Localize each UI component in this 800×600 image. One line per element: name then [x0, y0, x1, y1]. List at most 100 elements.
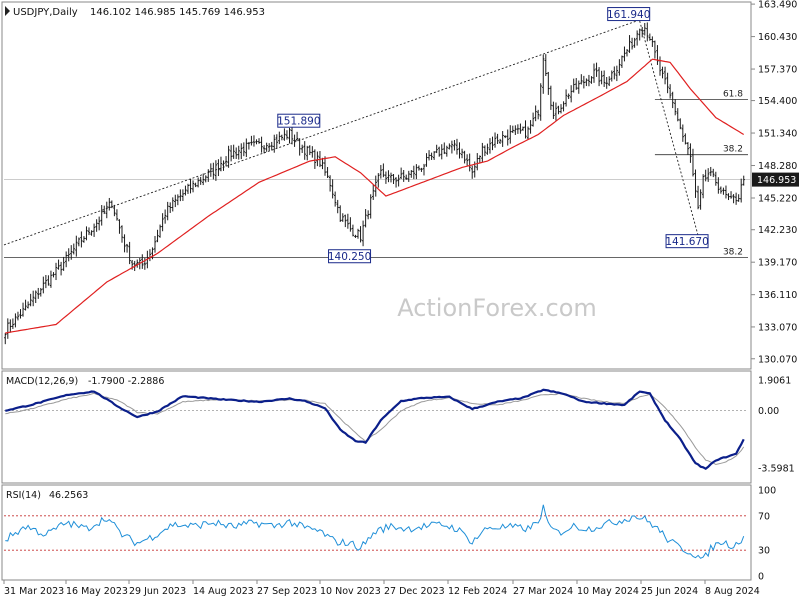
price-candle: [605, 77, 608, 89]
price-candle: [580, 74, 583, 85]
price-candle: [681, 124, 685, 142]
price-candle: [559, 104, 563, 114]
price-candle: [668, 84, 672, 99]
price-candle: [227, 145, 230, 168]
price-candle: [303, 141, 306, 160]
price-candle: [29, 293, 32, 307]
price-candle: [544, 54, 547, 77]
price-candle: [290, 125, 294, 145]
price-candle: [202, 173, 205, 186]
price-annotation: 140.250: [328, 249, 371, 264]
price-tick-label: 154.400: [758, 96, 797, 107]
price-candle: [323, 156, 327, 176]
price-candle: [694, 169, 697, 198]
price-candle: [389, 172, 393, 183]
price-candle: [186, 183, 190, 194]
price-candle: [536, 109, 540, 120]
price-candle: [189, 178, 192, 194]
macd-tick-label: 1.9061: [758, 376, 791, 387]
price-candle: [105, 201, 108, 219]
price-candle: [257, 138, 261, 144]
price-candle: [478, 155, 482, 163]
price-candle: [295, 131, 299, 142]
date-tick-label: 31 Mar 2023: [4, 586, 64, 597]
price-tick-label: 139.170: [758, 258, 797, 269]
price-candle: [103, 205, 106, 215]
price-candle: [539, 83, 542, 121]
price-candle: [597, 67, 601, 87]
price-candle: [557, 105, 560, 115]
price-candle: [714, 171, 718, 186]
trend-lines: [3, 19, 699, 246]
price-candle: [70, 245, 73, 260]
price-candle: [666, 72, 669, 94]
price-tick-label: 157.370: [758, 65, 797, 76]
price-candle: [115, 209, 119, 221]
price-candle: [265, 142, 268, 152]
price-candle: [158, 224, 162, 238]
price-candle: [64, 251, 68, 268]
price-candle: [623, 46, 626, 62]
price-candle: [387, 170, 390, 183]
price-candle: [351, 224, 355, 237]
price-candle: [420, 167, 423, 172]
price-candle: [255, 139, 258, 145]
dotted-swing-line: [639, 20, 699, 236]
price-candle: [339, 205, 342, 222]
price-candle: [120, 225, 124, 243]
price-candle: [313, 149, 317, 169]
price-candle: [547, 71, 550, 95]
price-candle: [481, 142, 484, 163]
price-candle: [369, 194, 372, 219]
price-candle: [359, 226, 362, 243]
price-tick-label: 148.280: [758, 161, 797, 172]
price-candle: [31, 290, 35, 307]
price-candle: [734, 192, 738, 205]
price-candle: [684, 133, 687, 145]
price-candle: [450, 140, 454, 154]
price-annotation: 151.890: [277, 113, 321, 128]
price-candle: [427, 150, 431, 161]
price-candle: [316, 151, 319, 167]
rsi-panel: [1, 484, 752, 581]
price-candle: [6, 318, 10, 339]
price-candle: [562, 101, 565, 112]
price-candle: [67, 248, 70, 262]
price-candle: [37, 287, 40, 299]
price-candle: [417, 165, 421, 171]
price-annotations: 151.890 140.250 161.940 141.670: [277, 7, 709, 264]
rsi-value: 46.2563: [49, 490, 88, 501]
price-candle: [501, 131, 504, 147]
macd-tick-label: 0.00: [758, 406, 779, 417]
price-candle: [534, 105, 537, 122]
price-candle: [54, 262, 58, 281]
price-candle: [214, 160, 218, 181]
price-candle: [62, 256, 65, 271]
price-candle: [341, 213, 344, 222]
price-candle: [42, 276, 45, 294]
price-candle: [4, 332, 7, 345]
price-tick-label: 145.220: [758, 193, 797, 204]
price-candle: [435, 144, 438, 154]
price-candle: [519, 123, 522, 134]
price-candle: [506, 129, 509, 146]
price-candle: [366, 210, 370, 220]
price-candle: [333, 191, 337, 207]
price-candle: [34, 290, 37, 304]
svg-text:141.670: 141.670: [665, 236, 708, 248]
price-candle: [691, 148, 695, 177]
price-candle: [24, 299, 27, 311]
macd-values: -1.7900 -2.2886: [88, 376, 164, 387]
price-candle: [273, 134, 276, 153]
price-candle: [453, 139, 456, 151]
price-candle: [635, 30, 639, 46]
price-candle: [717, 177, 720, 194]
price-candle: [47, 275, 50, 286]
price-candle: [646, 22, 649, 42]
fibonacci-levels: 61.8 38.2 38.2: [4, 90, 750, 259]
price-candle: [511, 125, 515, 134]
current-price-tag: 146.953: [752, 172, 799, 187]
price-candle: [443, 142, 446, 155]
price-candle: [169, 202, 172, 213]
price-candle: [26, 301, 30, 309]
